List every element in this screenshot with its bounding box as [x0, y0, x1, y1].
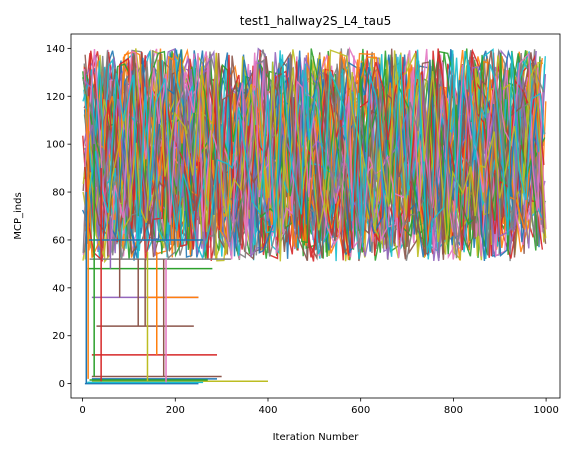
- plot-area: [81, 46, 547, 385]
- series-line: [82, 48, 539, 255]
- x-tick-label: 200: [166, 405, 185, 416]
- series-line: [82, 53, 545, 260]
- y-tick-label: 40: [52, 283, 65, 294]
- y-tick-label: 140: [46, 44, 65, 55]
- x-axis-label: Iteration Number: [273, 432, 360, 443]
- y-axis: 0 20 40 60 80 100 120 140: [46, 44, 71, 390]
- y-tick-label: 80: [52, 188, 65, 199]
- y-tick-label: 120: [46, 92, 65, 103]
- x-axis: 0 200 400 600 800 1000: [79, 398, 559, 416]
- x-tick-label: 400: [258, 405, 277, 416]
- y-tick-label: 100: [46, 140, 65, 151]
- y-tick-label: 20: [52, 331, 65, 342]
- x-tick-label: 0: [79, 405, 85, 416]
- x-tick-label: 600: [351, 405, 370, 416]
- series-line: [85, 49, 545, 261]
- series-line: [83, 49, 547, 262]
- series-line: [84, 49, 547, 262]
- y-tick-label: 60: [52, 235, 65, 246]
- y-axis-label: MCP_inds: [13, 192, 24, 239]
- chart-title: test1_hallway2S_L4_tau5: [240, 14, 391, 28]
- y-tick-label: 0: [59, 379, 65, 390]
- plot-frame: [70, 33, 561, 399]
- x-tick-label: 800: [444, 405, 463, 416]
- x-tick-label: 1000: [533, 405, 558, 416]
